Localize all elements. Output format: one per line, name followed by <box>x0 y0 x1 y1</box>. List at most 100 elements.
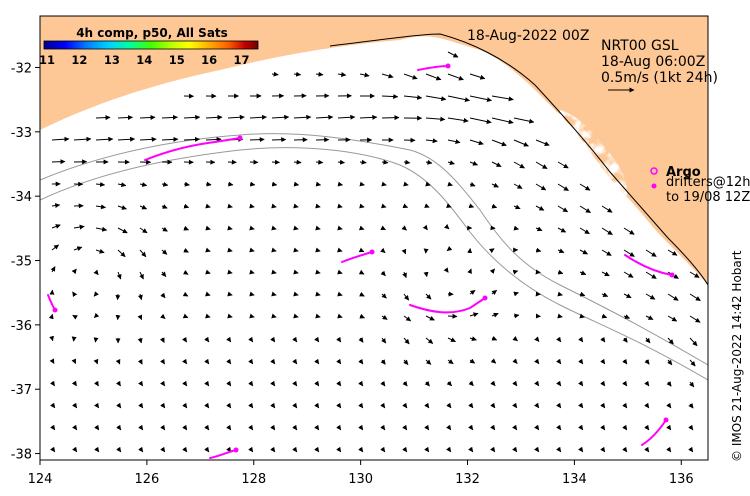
cloud-gap <box>384 329 461 416</box>
current-vector <box>204 402 210 409</box>
current-vector <box>337 269 343 275</box>
current-vector <box>315 269 321 275</box>
current-vector <box>336 358 342 365</box>
current-vector <box>50 266 56 273</box>
colorbar-tick-label: 16 <box>201 53 217 67</box>
current-vector <box>226 424 232 431</box>
current-vector <box>402 402 408 409</box>
current-vector <box>401 248 407 255</box>
current-vector <box>249 225 255 231</box>
current-vector <box>315 159 324 165</box>
current-vector <box>315 181 322 187</box>
ssh-contours <box>40 90 491 421</box>
current-vector <box>381 94 399 99</box>
current-vector <box>491 161 502 168</box>
current-vector <box>491 203 498 209</box>
current-vector <box>578 358 584 365</box>
current-vector <box>381 181 387 187</box>
current-vector <box>183 247 189 253</box>
current-vector <box>139 182 148 187</box>
current-vector <box>161 271 167 277</box>
current-vector <box>50 446 56 453</box>
current-vector <box>601 227 613 236</box>
current-vector <box>666 424 672 431</box>
lat-tick-label: -35 <box>11 255 32 270</box>
current-vector <box>160 313 166 319</box>
current-vector <box>139 115 156 121</box>
current-vector <box>601 271 610 277</box>
current-vector <box>293 159 302 165</box>
current-vector <box>115 358 121 365</box>
current-vector <box>513 204 521 210</box>
current-vector <box>488 248 495 254</box>
current-vector <box>623 314 631 319</box>
current-source: NRT00 GSL <box>601 38 679 54</box>
current-vector <box>424 203 430 208</box>
current-vector <box>469 181 476 187</box>
current-vector <box>271 291 277 297</box>
current-vector <box>380 359 386 365</box>
current-vector <box>314 424 320 431</box>
current-vector <box>469 358 476 364</box>
current-vector <box>358 269 365 275</box>
current-vector <box>248 380 254 387</box>
current-vector <box>337 114 356 120</box>
current-vector <box>183 181 190 187</box>
current-vector <box>337 72 347 77</box>
current-vector <box>359 291 365 297</box>
current-vector <box>469 312 479 318</box>
current-vector <box>645 271 657 279</box>
current-vector <box>402 203 409 209</box>
current-vector <box>490 402 496 409</box>
current-vector <box>293 291 299 297</box>
current-vector <box>48 313 54 320</box>
current-vector <box>469 95 492 103</box>
current-vector <box>49 380 56 387</box>
current-vector <box>447 160 455 166</box>
current-vector <box>292 424 298 431</box>
current-vector <box>402 380 408 387</box>
current-vector <box>491 312 499 318</box>
current-vector <box>447 139 461 145</box>
current-vector <box>644 446 650 453</box>
current-vector <box>601 205 613 213</box>
current-vector <box>534 446 540 453</box>
current-vector <box>95 204 106 210</box>
current-vector <box>270 424 276 431</box>
current-vector <box>443 224 450 230</box>
current-vector <box>182 291 189 297</box>
current-vector <box>271 159 280 165</box>
current-vector <box>446 446 452 453</box>
timestamp: 18-Aug-2022 00Z <box>467 28 589 44</box>
current-vector <box>380 402 386 409</box>
current-vector <box>689 359 696 367</box>
current-vector <box>600 424 606 431</box>
current-vector <box>447 337 456 343</box>
current-vector <box>578 380 584 387</box>
current-vector <box>380 203 387 209</box>
current-vector <box>314 380 320 387</box>
current-vector <box>556 446 562 453</box>
current-vector <box>315 114 334 120</box>
current-vector <box>182 358 188 365</box>
current-vector <box>579 291 586 297</box>
current-vector <box>314 358 320 365</box>
current-vector <box>359 159 367 165</box>
current-vector <box>50 424 56 431</box>
current-vector <box>645 293 656 300</box>
current-vector <box>688 424 694 431</box>
current-vector <box>425 159 433 165</box>
lon-tick-label: 134 <box>562 472 587 487</box>
current-vector <box>93 312 100 319</box>
current-vector <box>160 402 166 409</box>
current-vector <box>601 292 609 297</box>
current-vector <box>95 181 106 187</box>
current-vector <box>249 269 255 275</box>
current-vector <box>667 359 673 366</box>
current-vector <box>137 337 143 344</box>
current-vector <box>579 227 590 235</box>
current-vector <box>402 271 407 279</box>
current-vector <box>380 424 386 431</box>
current-vector <box>403 159 411 165</box>
current-vector <box>644 424 650 431</box>
